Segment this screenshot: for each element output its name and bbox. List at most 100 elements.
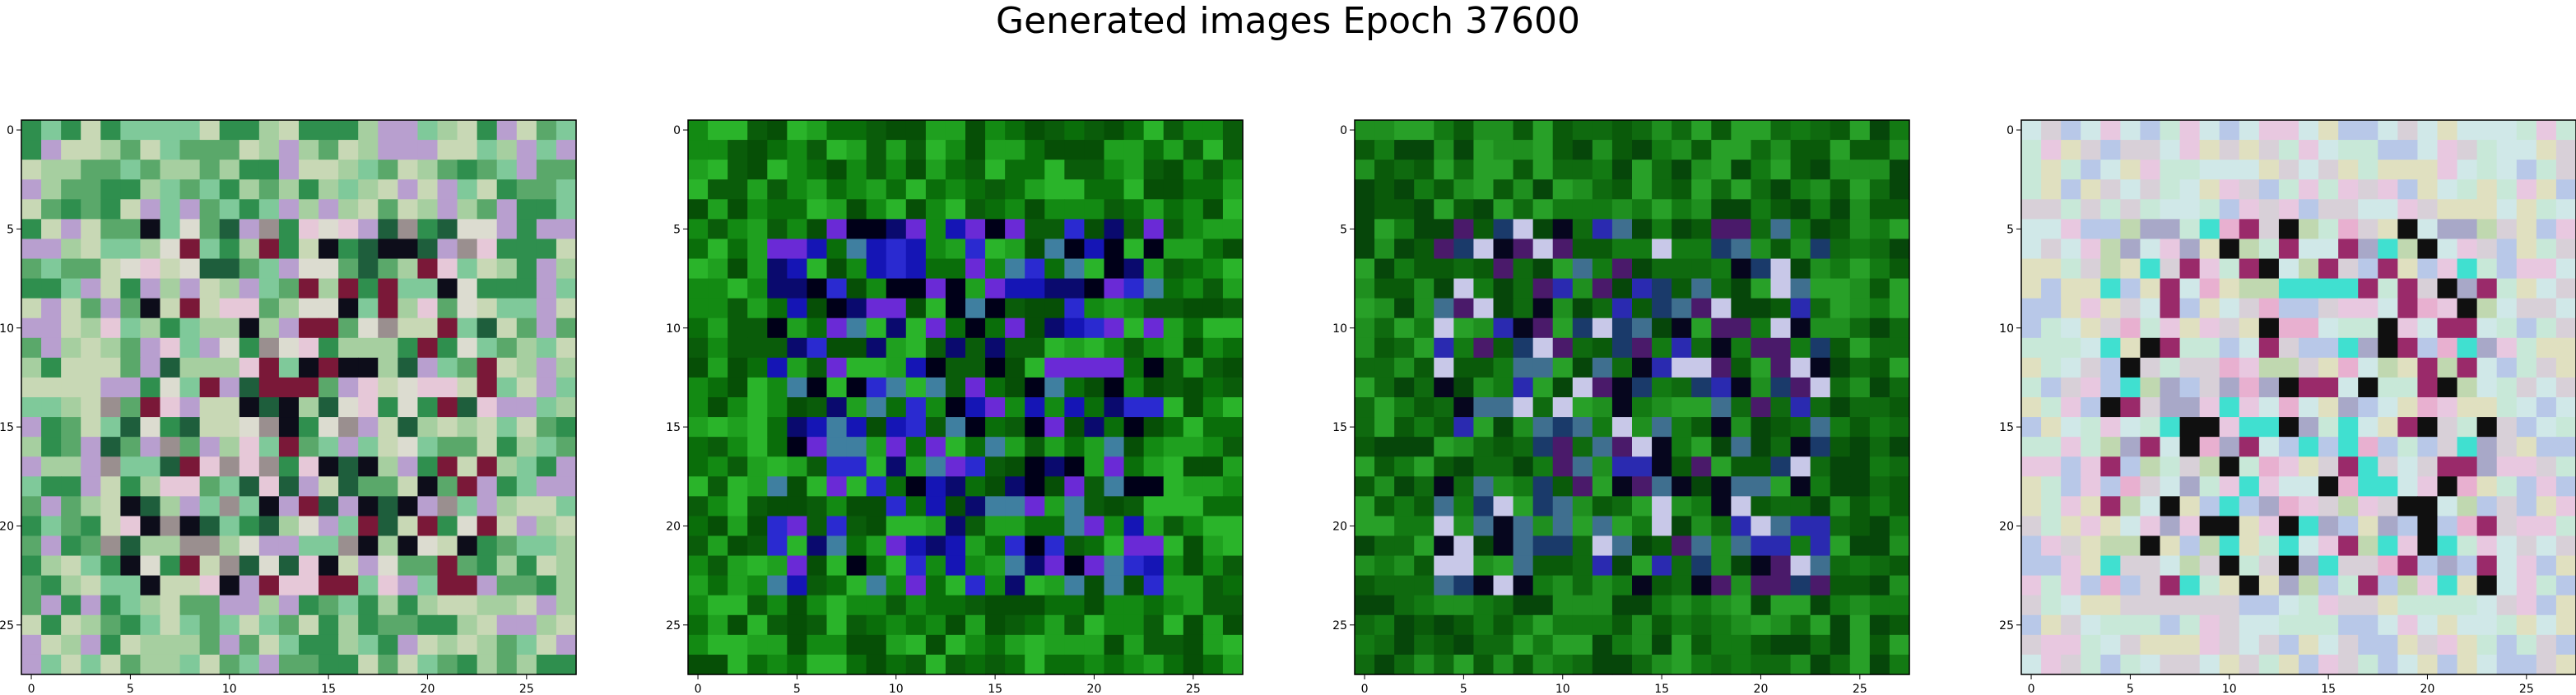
pixel xyxy=(516,456,537,477)
pixel xyxy=(81,437,101,457)
pixel xyxy=(1731,140,1752,160)
pixel xyxy=(2140,456,2161,477)
pixel xyxy=(179,179,201,200)
pixel xyxy=(1691,437,1712,457)
pixel xyxy=(925,397,946,418)
pixel xyxy=(985,239,1006,260)
pixel xyxy=(160,317,181,339)
pixel xyxy=(846,456,867,477)
pixel xyxy=(1572,476,1593,497)
pixel xyxy=(2179,160,2201,180)
pixel xyxy=(219,595,240,616)
pixel xyxy=(338,239,359,260)
pixel xyxy=(925,298,946,319)
pixel xyxy=(1869,357,1890,378)
pixel xyxy=(1652,140,1672,160)
pixel xyxy=(1355,258,1375,280)
pixel xyxy=(299,575,319,596)
y-tick-label: 5 xyxy=(1340,223,1347,236)
pixel xyxy=(1849,417,1871,438)
pixel xyxy=(2397,417,2419,438)
pixel xyxy=(2457,219,2478,240)
pixel xyxy=(258,317,280,339)
pixel xyxy=(179,397,201,418)
pixel xyxy=(728,179,748,200)
pixel xyxy=(945,278,966,299)
pixel xyxy=(179,377,201,398)
pixel xyxy=(219,437,240,457)
pixel xyxy=(1849,634,1871,656)
pixel xyxy=(1453,496,1475,517)
pixel xyxy=(1493,160,1514,180)
pixel xyxy=(516,278,537,299)
pixel xyxy=(708,595,728,616)
pixel xyxy=(1222,239,1244,260)
pixel xyxy=(905,575,927,596)
pixel xyxy=(905,317,927,339)
pixel xyxy=(688,120,709,141)
pixel xyxy=(2179,654,2201,675)
pixel xyxy=(965,120,986,141)
pixel xyxy=(516,417,537,438)
pixel xyxy=(319,555,339,577)
pixel xyxy=(2457,337,2478,359)
pixel xyxy=(358,298,379,319)
pixel xyxy=(2496,555,2518,577)
pixel xyxy=(1513,337,1534,359)
pixel xyxy=(1532,595,1554,616)
pixel xyxy=(199,654,221,675)
pixel xyxy=(2378,160,2398,180)
pixel xyxy=(536,357,557,378)
pixel xyxy=(1453,179,1475,200)
pixel xyxy=(925,476,946,497)
pixel xyxy=(556,199,577,220)
pixel xyxy=(2378,535,2398,557)
pixel xyxy=(1025,575,1045,596)
pixel xyxy=(2496,496,2518,517)
pixel xyxy=(688,377,709,398)
pixel xyxy=(120,278,142,299)
pixel xyxy=(1025,160,1045,180)
pixel xyxy=(477,417,498,438)
pixel xyxy=(278,437,300,457)
pixel xyxy=(1572,298,1593,319)
pixel xyxy=(1592,120,1613,141)
pixel xyxy=(516,555,537,577)
pixel xyxy=(1025,555,1045,577)
pixel xyxy=(258,199,280,220)
pixel xyxy=(1104,179,1125,200)
pixel xyxy=(2081,317,2101,339)
pixel xyxy=(457,317,478,339)
pixel xyxy=(1453,535,1475,557)
pixel xyxy=(2061,516,2081,537)
pixel xyxy=(358,317,379,339)
pixel xyxy=(41,397,62,418)
pixel xyxy=(1652,437,1672,457)
pixel xyxy=(1751,357,1772,378)
pixel xyxy=(2358,595,2378,616)
pixel xyxy=(1711,575,1732,596)
pixel xyxy=(767,614,788,636)
pixel xyxy=(100,496,121,517)
pixel xyxy=(1751,397,1772,418)
pixel xyxy=(1123,634,1145,656)
pixel xyxy=(787,634,808,656)
pixel xyxy=(1849,456,1871,477)
pixel xyxy=(886,535,907,557)
pixel xyxy=(1790,219,1811,240)
pixel xyxy=(2160,456,2181,477)
pixel xyxy=(299,654,319,675)
pixel xyxy=(1183,575,1204,596)
pixel xyxy=(120,199,142,220)
pixel xyxy=(945,397,966,418)
pixel xyxy=(2299,437,2319,457)
pixel xyxy=(437,140,458,160)
pixel xyxy=(945,199,966,220)
pixel xyxy=(1084,417,1105,438)
pixel xyxy=(925,417,946,438)
pixel xyxy=(945,456,966,477)
pixel xyxy=(338,634,359,656)
pixel xyxy=(160,357,181,378)
pixel xyxy=(2555,575,2576,596)
pixel xyxy=(199,357,221,378)
